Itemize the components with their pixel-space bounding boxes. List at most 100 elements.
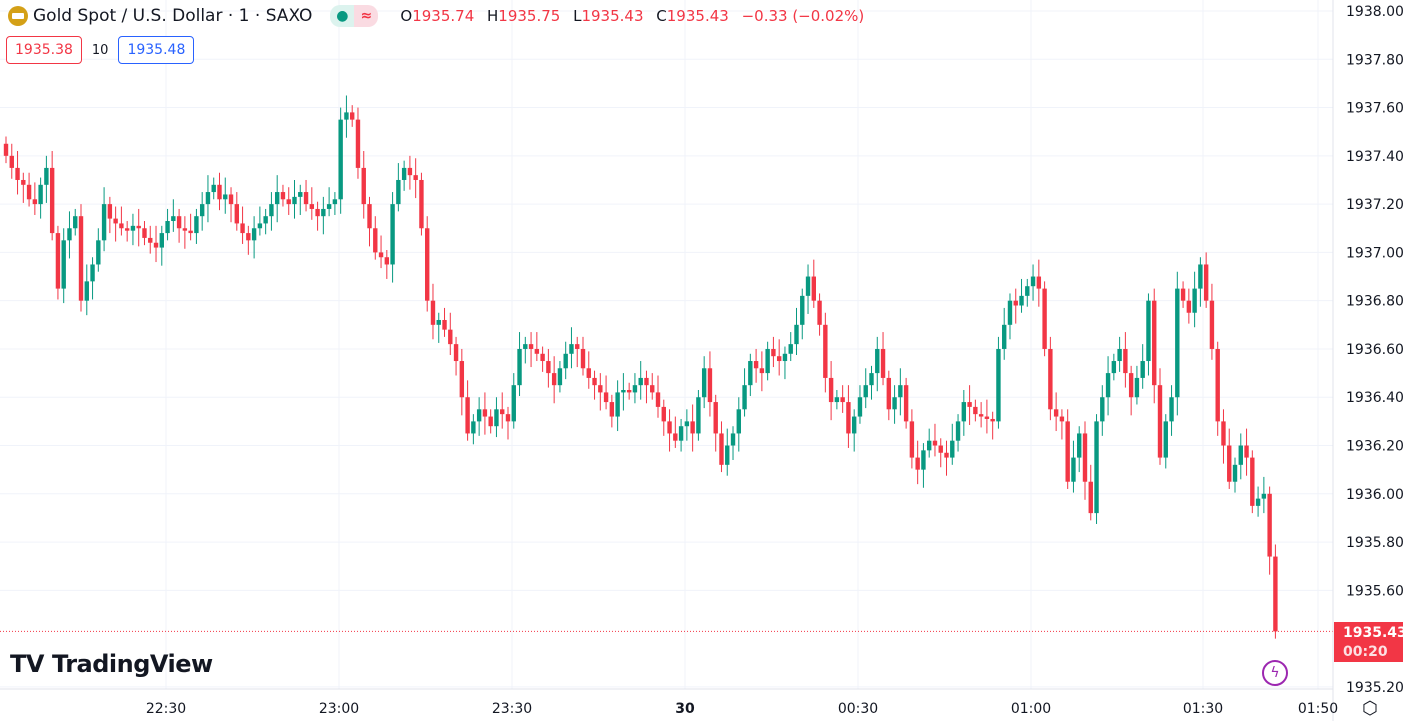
low-value: 1935.43 xyxy=(581,7,644,25)
candle-body xyxy=(528,344,534,349)
settings-icon[interactable]: ⬡ xyxy=(1362,698,1378,719)
price-tick-label: 1935.60 xyxy=(1346,583,1403,599)
candle-body xyxy=(182,228,188,231)
market-open-dot-icon[interactable]: ● xyxy=(330,5,355,27)
candle-body xyxy=(194,216,199,234)
candle-body xyxy=(551,373,557,386)
candle-body xyxy=(274,192,280,205)
candle-body xyxy=(909,421,915,458)
candle-body xyxy=(661,406,666,422)
candle-body xyxy=(482,409,488,417)
candle-body xyxy=(944,452,949,458)
high-value: 1935.75 xyxy=(498,7,561,25)
candle-body xyxy=(667,421,672,434)
candle-body xyxy=(984,416,990,419)
candle-body xyxy=(1065,421,1070,482)
tradingview-logo[interactable]: TV TradingView xyxy=(10,650,213,678)
symbol-legend: Gold Spot / U.S. Dollar · 1 · SAXO ● ≈ O… xyxy=(8,5,872,27)
candle-body xyxy=(78,216,84,301)
last-price: 1935.43 xyxy=(1343,625,1403,641)
status-pill[interactable]: ● ≈ xyxy=(330,5,379,27)
candle-body xyxy=(990,418,995,422)
candle-body xyxy=(344,112,349,120)
candle-body xyxy=(84,281,89,301)
candle-body xyxy=(292,196,297,205)
candle-body xyxy=(903,385,909,422)
candle-body xyxy=(1013,300,1018,306)
candle-body xyxy=(350,112,355,120)
candle-body xyxy=(851,416,857,434)
price-tick-label: 1936.80 xyxy=(1346,294,1403,310)
candle-body xyxy=(442,319,447,330)
approx-icon[interactable]: ≈ xyxy=(354,5,379,27)
candle-body xyxy=(921,450,926,470)
candle-body xyxy=(1198,264,1203,289)
candle-body xyxy=(684,421,690,427)
candle-body xyxy=(892,397,897,410)
candle-body xyxy=(1227,445,1232,482)
candle-body xyxy=(996,348,1001,422)
lightning-icon[interactable]: ϟ xyxy=(1262,660,1288,686)
symbol-title[interactable]: Gold Spot / U.S. Dollar · 1 · SAXO xyxy=(33,6,313,26)
candle-body xyxy=(1042,288,1047,349)
candle-body xyxy=(863,385,868,398)
candle-body xyxy=(159,233,164,248)
candle-body xyxy=(1146,300,1151,362)
candle-body xyxy=(55,233,61,289)
candle-body xyxy=(1267,493,1272,557)
candle-body xyxy=(725,445,730,465)
open-value: 1935.74 xyxy=(412,7,475,25)
candle-body xyxy=(1088,481,1093,514)
candle-body xyxy=(321,208,326,217)
candle-body xyxy=(615,392,620,417)
candle-body xyxy=(1169,397,1174,422)
time-tick-label: 00:30 xyxy=(838,701,878,717)
candle-body xyxy=(246,233,251,241)
candle-body xyxy=(650,385,655,393)
close-value: 1935.43 xyxy=(666,7,729,25)
candle-body xyxy=(188,230,193,234)
candle-body xyxy=(61,240,66,289)
candle-body xyxy=(21,179,26,185)
time-tick-label: 01:50 xyxy=(1298,701,1338,717)
price-tick-label: 1937.40 xyxy=(1346,149,1403,165)
candle-body xyxy=(575,344,580,349)
candle-body xyxy=(678,426,684,441)
buy-button[interactable]: 1935.48 xyxy=(118,36,195,64)
candle-body xyxy=(1186,300,1192,313)
candle-body xyxy=(886,377,892,410)
candle-body xyxy=(1232,464,1238,482)
candle-body xyxy=(384,257,390,265)
candle-body xyxy=(199,204,205,217)
candle-body xyxy=(1025,286,1030,296)
candle-body xyxy=(1157,385,1163,458)
candle-body xyxy=(107,204,113,219)
candle-body xyxy=(228,194,234,205)
candle-body xyxy=(269,204,274,217)
candle-body xyxy=(846,402,851,434)
candle-body xyxy=(505,414,511,422)
low-label: L xyxy=(573,7,582,25)
candle-body xyxy=(217,184,222,200)
candle-body xyxy=(511,385,516,422)
candle-body xyxy=(338,119,343,200)
bar-countdown: 00:20 xyxy=(1343,644,1388,660)
price-tick-label: 1937.60 xyxy=(1346,101,1403,117)
candle-body xyxy=(580,348,586,369)
candle-body xyxy=(696,397,701,434)
candle-body xyxy=(453,344,459,362)
candle-body xyxy=(3,143,9,156)
brand-name: TradingView xyxy=(51,650,213,678)
candle-body xyxy=(880,348,886,378)
candle-body xyxy=(165,221,170,234)
last-price-label: 1935.43 00:20 xyxy=(1334,622,1403,662)
candle-body xyxy=(961,402,967,422)
candle-body xyxy=(1007,300,1013,325)
candle-body xyxy=(1203,264,1209,301)
candle-body xyxy=(396,179,401,205)
candle-body xyxy=(1002,324,1007,349)
sell-button[interactable]: 1935.38 xyxy=(6,36,82,64)
candle-body xyxy=(448,329,453,345)
candle-body xyxy=(9,155,14,168)
